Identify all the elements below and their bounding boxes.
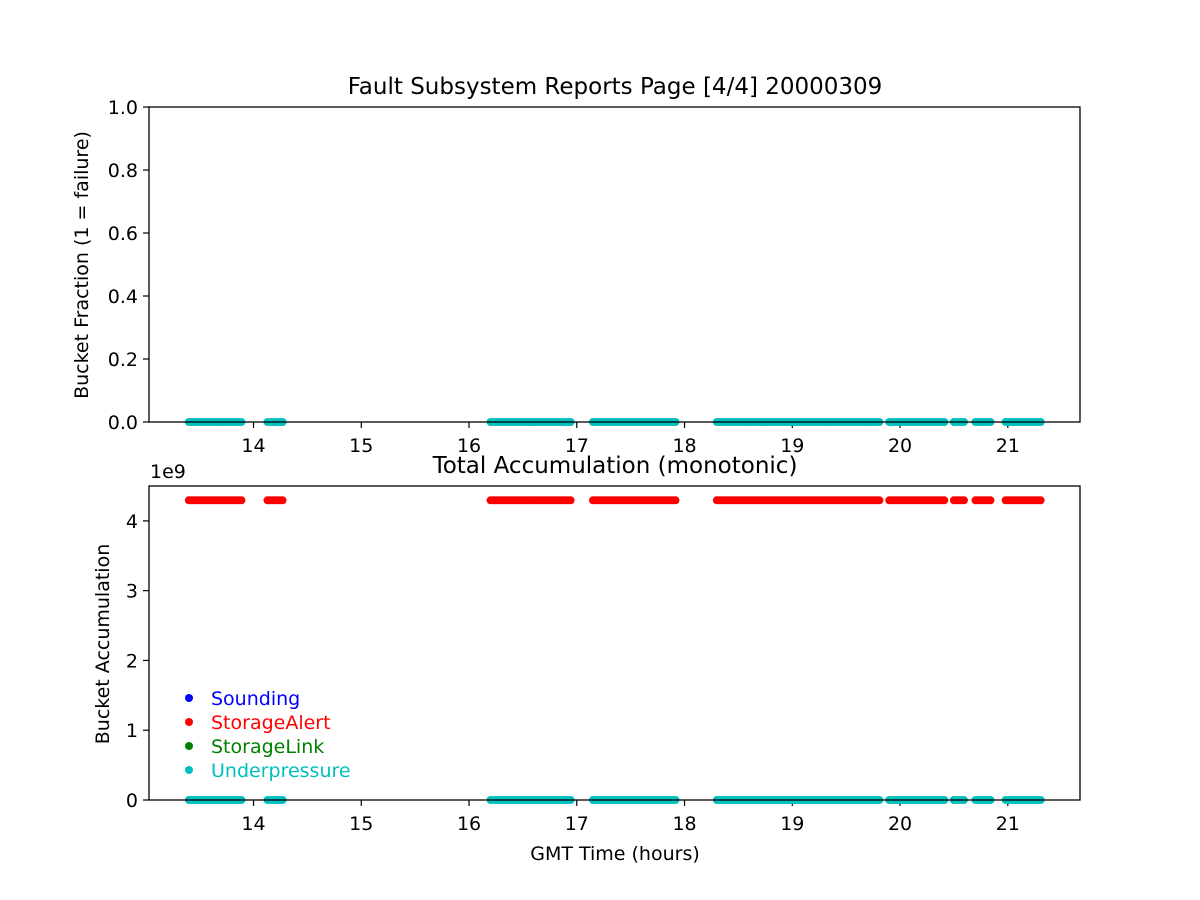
x-tick-label: 14 [241,435,265,457]
x-tick-label: 18 [672,435,696,457]
data-point-storagealert [875,496,884,505]
x-tick-label: 15 [349,813,373,835]
accumulation-chart-xlabel: GMT Time (hours) [530,843,700,865]
y-tick-label: 2 [126,650,138,672]
legend-label: Sounding [211,688,300,710]
x-tick-label: 19 [780,435,804,457]
data-point-storagealert [237,496,246,505]
fraction-chart-x-ticks: 14 15 16 17 18 19 20 21 [241,422,1020,457]
legend-marker [185,742,193,750]
x-tick-label: 14 [241,813,265,835]
y-tick-label: 0.4 [108,286,138,308]
y-tick-label: 0 [126,790,138,812]
x-tick-label: 20 [888,435,912,457]
data-point-storagealert [671,496,680,505]
x-tick-label: 16 [457,435,481,457]
x-tick-label: 18 [672,813,696,835]
fraction-chart-ylabel: Bucket Fraction (1 = failure) [71,131,93,399]
accumulation-chart-x-ticks: 14 15 16 17 18 19 20 21 [241,800,1020,835]
legend-label: StorageLink [211,736,324,758]
legend-marker [185,718,193,726]
accumulation-chart-frame [148,485,1081,801]
legend: SoundingStorageAlertStorageLinkUnderpres… [185,688,351,782]
y-tick-label: 0.0 [108,412,138,434]
accumulation-chart-title: Total Accumulation (monotonic) [432,453,798,479]
data-point-storagealert [278,496,287,505]
legend-label: Underpressure [211,760,351,782]
legend-label: StorageAlert [211,712,331,734]
accumulation-chart-points [184,496,1045,804]
fraction-chart: Fault Subsystem Reports Page [4/4] 20000… [71,74,1081,457]
y-tick-label: 1.0 [108,97,138,119]
legend-marker [185,766,193,774]
accumulation-chart-ylabel: Bucket Accumulation [92,544,114,745]
data-point-storagealert [1036,496,1045,505]
accumulation-chart-y-ticks: 0 1 2 3 4 [126,511,149,812]
accumulation-chart: Total Accumulation (monotonic) 1e9 Bucke… [92,453,1081,865]
fraction-chart-y-ticks: 0.0 0.2 0.4 0.6 0.8 1.0 [108,97,149,434]
accumulation-chart-scale-label: 1e9 [150,461,186,483]
fraction-chart-title: Fault Subsystem Reports Page [4/4] 20000… [348,74,883,100]
y-tick-label: 0.8 [108,160,138,182]
data-point-storagealert [940,496,949,505]
y-tick-label: 4 [126,511,138,533]
x-tick-label: 21 [996,435,1020,457]
x-tick-label: 20 [888,813,912,835]
x-tick-label: 16 [457,813,481,835]
x-tick-label: 17 [565,435,589,457]
x-tick-label: 17 [565,813,589,835]
fraction-chart-frame [148,106,1081,423]
data-point-storagealert [959,496,968,505]
legend-marker [185,694,193,702]
data-point-storagealert [566,496,575,505]
y-tick-label: 0.2 [108,349,138,371]
y-tick-label: 3 [126,581,138,603]
x-tick-label: 15 [349,435,373,457]
data-point-storagealert [986,496,995,505]
x-tick-label: 21 [996,813,1020,835]
y-tick-label: 0.6 [108,223,138,245]
y-tick-label: 1 [126,720,138,742]
x-tick-label: 19 [780,813,804,835]
